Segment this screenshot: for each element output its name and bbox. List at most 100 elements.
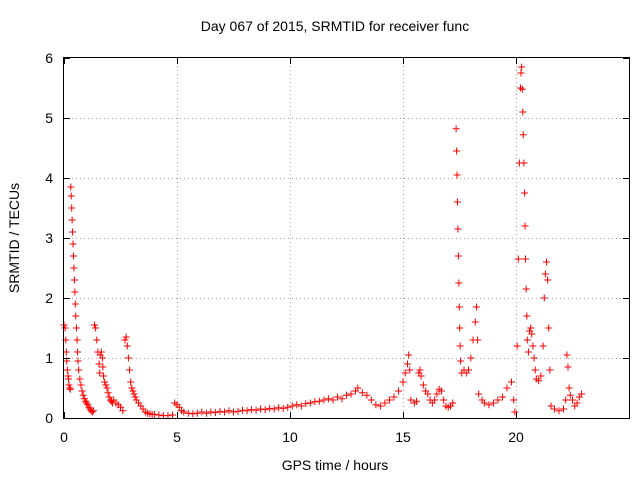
data-point: [164, 412, 172, 420]
data-point: [555, 407, 563, 415]
data-point: [121, 336, 129, 344]
data-point: [530, 354, 538, 362]
data-point: [503, 384, 511, 392]
data-point: [333, 393, 341, 401]
data-point: [243, 407, 251, 415]
data-point: [230, 408, 237, 416]
data-point: [354, 384, 362, 392]
x-tick-label: 10: [282, 429, 298, 445]
data-point: [465, 366, 473, 374]
data-point: [565, 384, 573, 392]
data-point: [184, 409, 192, 417]
data-point: [96, 369, 104, 377]
data-point: [126, 366, 134, 374]
y-tick-label: 5: [45, 110, 53, 126]
y-tick-label: 3: [45, 230, 53, 246]
data-point: [511, 408, 519, 416]
data-point: [216, 407, 224, 415]
data-point: [261, 406, 269, 414]
data-point: [105, 393, 113, 401]
data-point: [220, 408, 228, 416]
data-point: [117, 403, 124, 411]
data-point: [440, 396, 448, 404]
data-point: [521, 222, 529, 230]
data-point: [81, 397, 89, 405]
data-point: [150, 410, 158, 418]
data-point: [130, 390, 138, 398]
data-point: [225, 407, 233, 415]
data-point: [69, 240, 77, 248]
data-point: [180, 408, 188, 416]
data-point: [95, 360, 103, 368]
data-point: [93, 336, 101, 344]
data-point: [437, 387, 445, 395]
data-point: [433, 390, 441, 398]
data-point: [168, 411, 176, 419]
data-point: [454, 225, 462, 233]
data-point: [547, 402, 555, 410]
data-point: [306, 399, 314, 407]
data-point: [424, 390, 432, 398]
data-point: [523, 312, 531, 320]
y-tick-label: 2: [45, 290, 53, 306]
data-point: [454, 252, 462, 260]
data-point: [529, 342, 537, 350]
x-axis-label: GPS time / hours: [282, 457, 389, 473]
data-point: [406, 366, 414, 374]
y-tick-labels: 0 1 2 3 4 5 6: [45, 50, 53, 426]
data-point: [498, 393, 506, 401]
data-point: [520, 159, 528, 167]
data-point: [198, 408, 206, 416]
data-point: [63, 366, 71, 374]
data-point: [74, 348, 82, 356]
data-point: [569, 396, 576, 404]
data-point: [92, 324, 100, 332]
data-point: [103, 384, 111, 392]
data-point: [91, 321, 99, 329]
data-point: [302, 400, 310, 408]
data-point: [68, 216, 76, 224]
data-point: [367, 396, 375, 404]
x-tick-labels: 0 5 10 15 20: [60, 429, 524, 445]
data-point: [73, 336, 81, 344]
data-point: [88, 408, 96, 416]
data-point: [524, 348, 532, 356]
data-point: [521, 189, 529, 197]
data-point: [475, 390, 483, 398]
data-point: [523, 336, 531, 344]
data-point: [467, 354, 475, 362]
grid-lines: [64, 58, 629, 418]
data-point: [535, 377, 543, 385]
data-point: [545, 324, 553, 332]
y-tick-label: 0: [45, 410, 53, 426]
plot-frame: [63, 57, 630, 419]
data-point: [518, 85, 526, 93]
data-point: [275, 404, 283, 412]
data-point: [455, 279, 463, 287]
data-point: [239, 406, 247, 414]
data-point: [537, 372, 545, 380]
data-point: [257, 405, 265, 413]
data-point: [68, 204, 76, 212]
data-point: [513, 342, 521, 350]
data-point: [74, 357, 82, 365]
data-point: [494, 396, 502, 404]
data-point: [252, 406, 260, 414]
data-point: [453, 198, 461, 206]
data-point: [67, 192, 75, 200]
data-point: [401, 369, 409, 377]
data-point: [517, 84, 525, 92]
y-tick-label: 6: [45, 50, 53, 66]
data-point: [453, 147, 461, 155]
data-point: [452, 125, 460, 133]
data-point: [129, 387, 137, 395]
data-point: [417, 372, 425, 380]
data-point: [455, 303, 463, 311]
data-point: [85, 403, 93, 411]
x-tick-label: 20: [508, 429, 524, 445]
data-point: [471, 318, 479, 326]
data-point: [347, 390, 355, 398]
data-point: [474, 336, 482, 344]
data-point: [399, 378, 407, 386]
data-point: [89, 407, 97, 415]
